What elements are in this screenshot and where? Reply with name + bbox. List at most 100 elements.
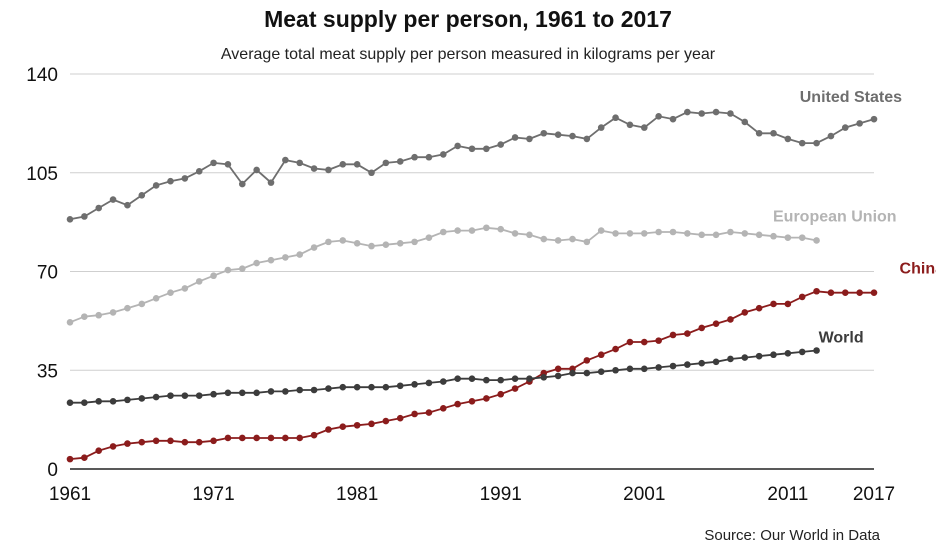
data-point [210, 437, 217, 445]
data-point [353, 421, 361, 429]
x-tick-label: 2017 [853, 484, 895, 505]
data-point [511, 375, 519, 383]
data-point [181, 285, 189, 292]
data-point [597, 227, 605, 234]
data-point [439, 378, 447, 385]
x-tick-label: 1981 [336, 484, 378, 505]
data-point [612, 366, 619, 374]
data-point [454, 227, 461, 234]
data-point [195, 392, 203, 399]
data-point [827, 289, 835, 296]
data-point [698, 359, 706, 367]
data-point [124, 304, 131, 312]
data-point [425, 153, 433, 161]
y-tick-label: 140 [26, 65, 58, 86]
data-point [267, 179, 275, 186]
data-point [770, 351, 777, 359]
series-labels: United States European Union China World [773, 89, 936, 346]
data-point [253, 166, 260, 174]
data-point [727, 110, 734, 117]
series-world [66, 347, 820, 406]
data-point [798, 234, 806, 241]
data-point [511, 230, 519, 237]
data-point [353, 239, 361, 247]
data-point [210, 159, 217, 167]
data-point [181, 392, 189, 399]
data-point [497, 390, 505, 398]
data-point [81, 213, 88, 220]
data-point [152, 182, 160, 189]
data-point [784, 300, 792, 308]
data-point [282, 156, 289, 164]
data-point [109, 443, 117, 450]
data-point [554, 237, 562, 244]
source-note: Source: Our World in Data [704, 527, 880, 544]
data-point [382, 159, 390, 167]
data-point [784, 135, 792, 143]
data-point [798, 348, 806, 356]
data-point [612, 345, 619, 353]
data-point [66, 216, 74, 223]
data-point [282, 388, 289, 395]
data-point [626, 230, 634, 237]
data-point [784, 234, 792, 241]
data-point [439, 405, 447, 412]
data-point [841, 289, 849, 296]
data-point [396, 239, 404, 247]
data-point [267, 434, 275, 442]
data-point [396, 158, 404, 165]
data-point [755, 304, 763, 312]
x-tick-label: 1971 [192, 484, 234, 505]
data-point [81, 399, 88, 406]
data-point [483, 395, 490, 402]
data-point [554, 365, 562, 373]
data-point [497, 141, 505, 148]
data-point [224, 389, 232, 397]
data-point [468, 227, 476, 234]
data-point [626, 365, 634, 373]
data-point [296, 386, 304, 394]
data-point [583, 369, 591, 377]
data-point [224, 160, 232, 168]
data-point [468, 145, 476, 153]
data-point [95, 204, 103, 212]
data-point [698, 231, 706, 239]
data-point [798, 293, 806, 301]
data-point [282, 434, 289, 442]
data-point [626, 121, 634, 129]
data-point [597, 368, 605, 375]
data-point [770, 232, 777, 240]
data-point [210, 272, 217, 280]
data-point [368, 383, 375, 391]
series-label-world: World [819, 330, 864, 347]
data-point [95, 397, 103, 405]
data-point [813, 287, 820, 295]
data-point [353, 160, 361, 168]
series-label-china: China [900, 261, 936, 278]
data-point [296, 159, 304, 167]
data-point [511, 385, 519, 392]
data-point [497, 225, 505, 233]
data-point [310, 165, 318, 172]
data-point [483, 224, 490, 232]
data-point [152, 295, 160, 302]
data-point [454, 375, 461, 383]
y-tick-label: 70 [37, 263, 58, 284]
data-point [698, 324, 706, 332]
data-point [181, 175, 189, 182]
data-point [181, 438, 189, 446]
chart-subtitle: Average total meat supply per person mea… [220, 46, 716, 63]
x-tick-label: 2001 [623, 484, 665, 505]
data-point [640, 365, 648, 373]
data-point [411, 238, 418, 246]
data-point [282, 254, 289, 261]
data-point [238, 265, 246, 272]
data-point [727, 355, 734, 363]
data-point [640, 338, 648, 346]
x-tick-label: 1991 [480, 484, 522, 505]
data-point [813, 139, 820, 147]
data-point [195, 438, 203, 446]
data-point [684, 361, 691, 368]
data-point [827, 132, 835, 140]
data-point [95, 447, 103, 454]
